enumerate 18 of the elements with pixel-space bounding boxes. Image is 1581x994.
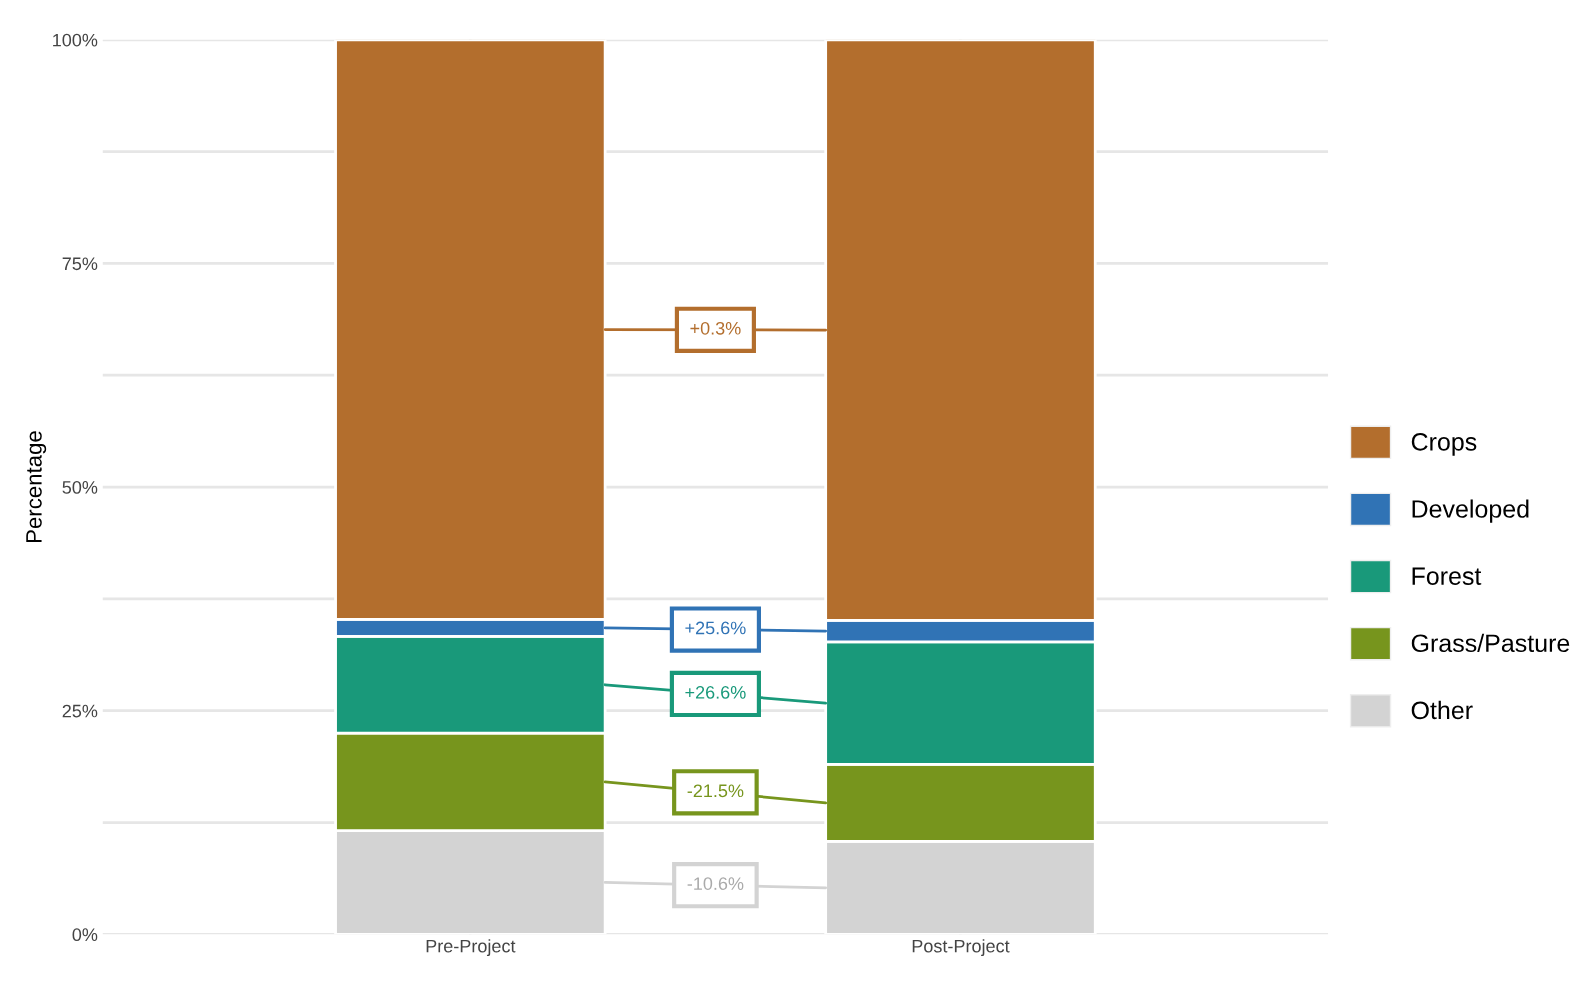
x-tick-label: Post-Project bbox=[912, 939, 1010, 957]
y-tick-label: 0% bbox=[72, 928, 98, 942]
y-tick-label: 100% bbox=[53, 33, 98, 47]
annotation: -21.5% bbox=[687, 784, 744, 798]
legend-label: Developed bbox=[1412, 499, 1529, 523]
annotation: +0.3% bbox=[690, 321, 741, 335]
y-axis-title: Percentage bbox=[26, 431, 47, 543]
x-tick-label: Pre-Project bbox=[426, 939, 516, 957]
annotation: +26.6% bbox=[685, 686, 746, 699]
annotation: +25.6% bbox=[685, 621, 746, 635]
legend-label: Crops bbox=[1411, 433, 1477, 456]
legend-label: Other bbox=[1411, 700, 1473, 720]
annotation: -10.6% bbox=[687, 877, 744, 890]
legend-label: Forest bbox=[1412, 567, 1482, 585]
legend-label: Grass/Pasture bbox=[1411, 633, 1570, 653]
y-tick-label: 75% bbox=[62, 257, 98, 271]
y-tick-label: 50% bbox=[62, 480, 98, 494]
y-tick-label: 25% bbox=[62, 704, 98, 718]
